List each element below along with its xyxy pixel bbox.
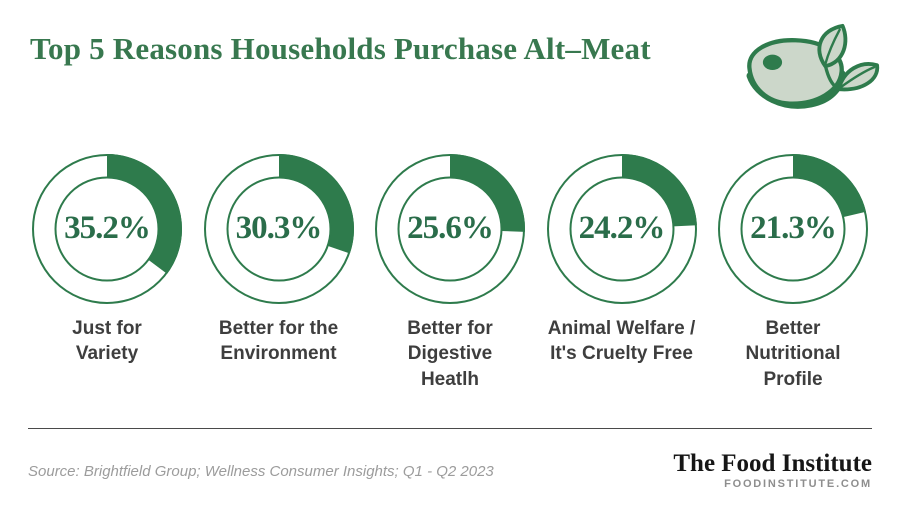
donut-ring-svg xyxy=(546,154,697,304)
source-note: Source: Brightfield Group; Wellness Cons… xyxy=(28,463,494,480)
donut-arc xyxy=(278,154,354,254)
donut-ring: 35.2% xyxy=(31,153,183,305)
donut-ring-svg xyxy=(375,154,526,304)
donut-ring-svg xyxy=(203,154,354,304)
alt-meat-steak-leaves-icon xyxy=(746,23,880,109)
donut-value: 21.3% xyxy=(750,209,837,246)
donut-category-label: Better for Digestive Heatlh xyxy=(407,318,493,390)
donut-category-label: Better Nutritional Profile xyxy=(745,318,841,390)
donut-animal-welfare: 24.2% Animal Welfare / It's Cruelty Free xyxy=(539,153,705,392)
donut-arc xyxy=(793,154,866,218)
page-title: Top 5 Reasons Households Purchase Alt–Me… xyxy=(30,31,651,66)
brand-name: The Food Institute xyxy=(673,449,872,477)
donut-category-label: Better for the Environment xyxy=(218,318,339,365)
donut-just-for-variety: 35.2% Just for Variety xyxy=(24,153,190,392)
donut-ring-svg xyxy=(718,154,868,304)
donut-ring: 25.6% xyxy=(374,153,526,305)
donut-value: 24.2% xyxy=(578,209,666,246)
donut-chart-row: 35.2% Just for Variety 30.3% Better for … xyxy=(24,153,876,392)
brand-url: FOODINSTITUTE.COM xyxy=(724,478,872,490)
donut-ring: 24.2% xyxy=(546,153,698,305)
donut-better-environment: 30.3% Better for the Environment xyxy=(196,153,362,392)
donut-category-label: Animal Welfare / It's Cruelty Free xyxy=(547,318,696,365)
donut-digestive-health: 25.6% Better for Digestive Heatlh xyxy=(367,153,533,392)
brand-block: The Food Institute FOODINSTITUTE.COM xyxy=(673,449,872,490)
donut-value: 25.6% xyxy=(407,209,494,246)
donut-nutritional-profile: 21.3% Better Nutritional Profile xyxy=(710,153,876,392)
footer: Source: Brightfield Group; Wellness Cons… xyxy=(28,428,872,490)
donut-ring-svg xyxy=(32,154,183,304)
donut-value: 30.3% xyxy=(235,209,323,246)
donut-category-label: Just for Variety xyxy=(72,318,142,365)
donut-arc xyxy=(621,154,697,227)
donut-ring: 30.3% xyxy=(203,153,355,305)
donut-arc xyxy=(107,154,183,274)
donut-ring: 21.3% xyxy=(717,153,869,305)
donut-value: 35.2% xyxy=(64,209,151,246)
